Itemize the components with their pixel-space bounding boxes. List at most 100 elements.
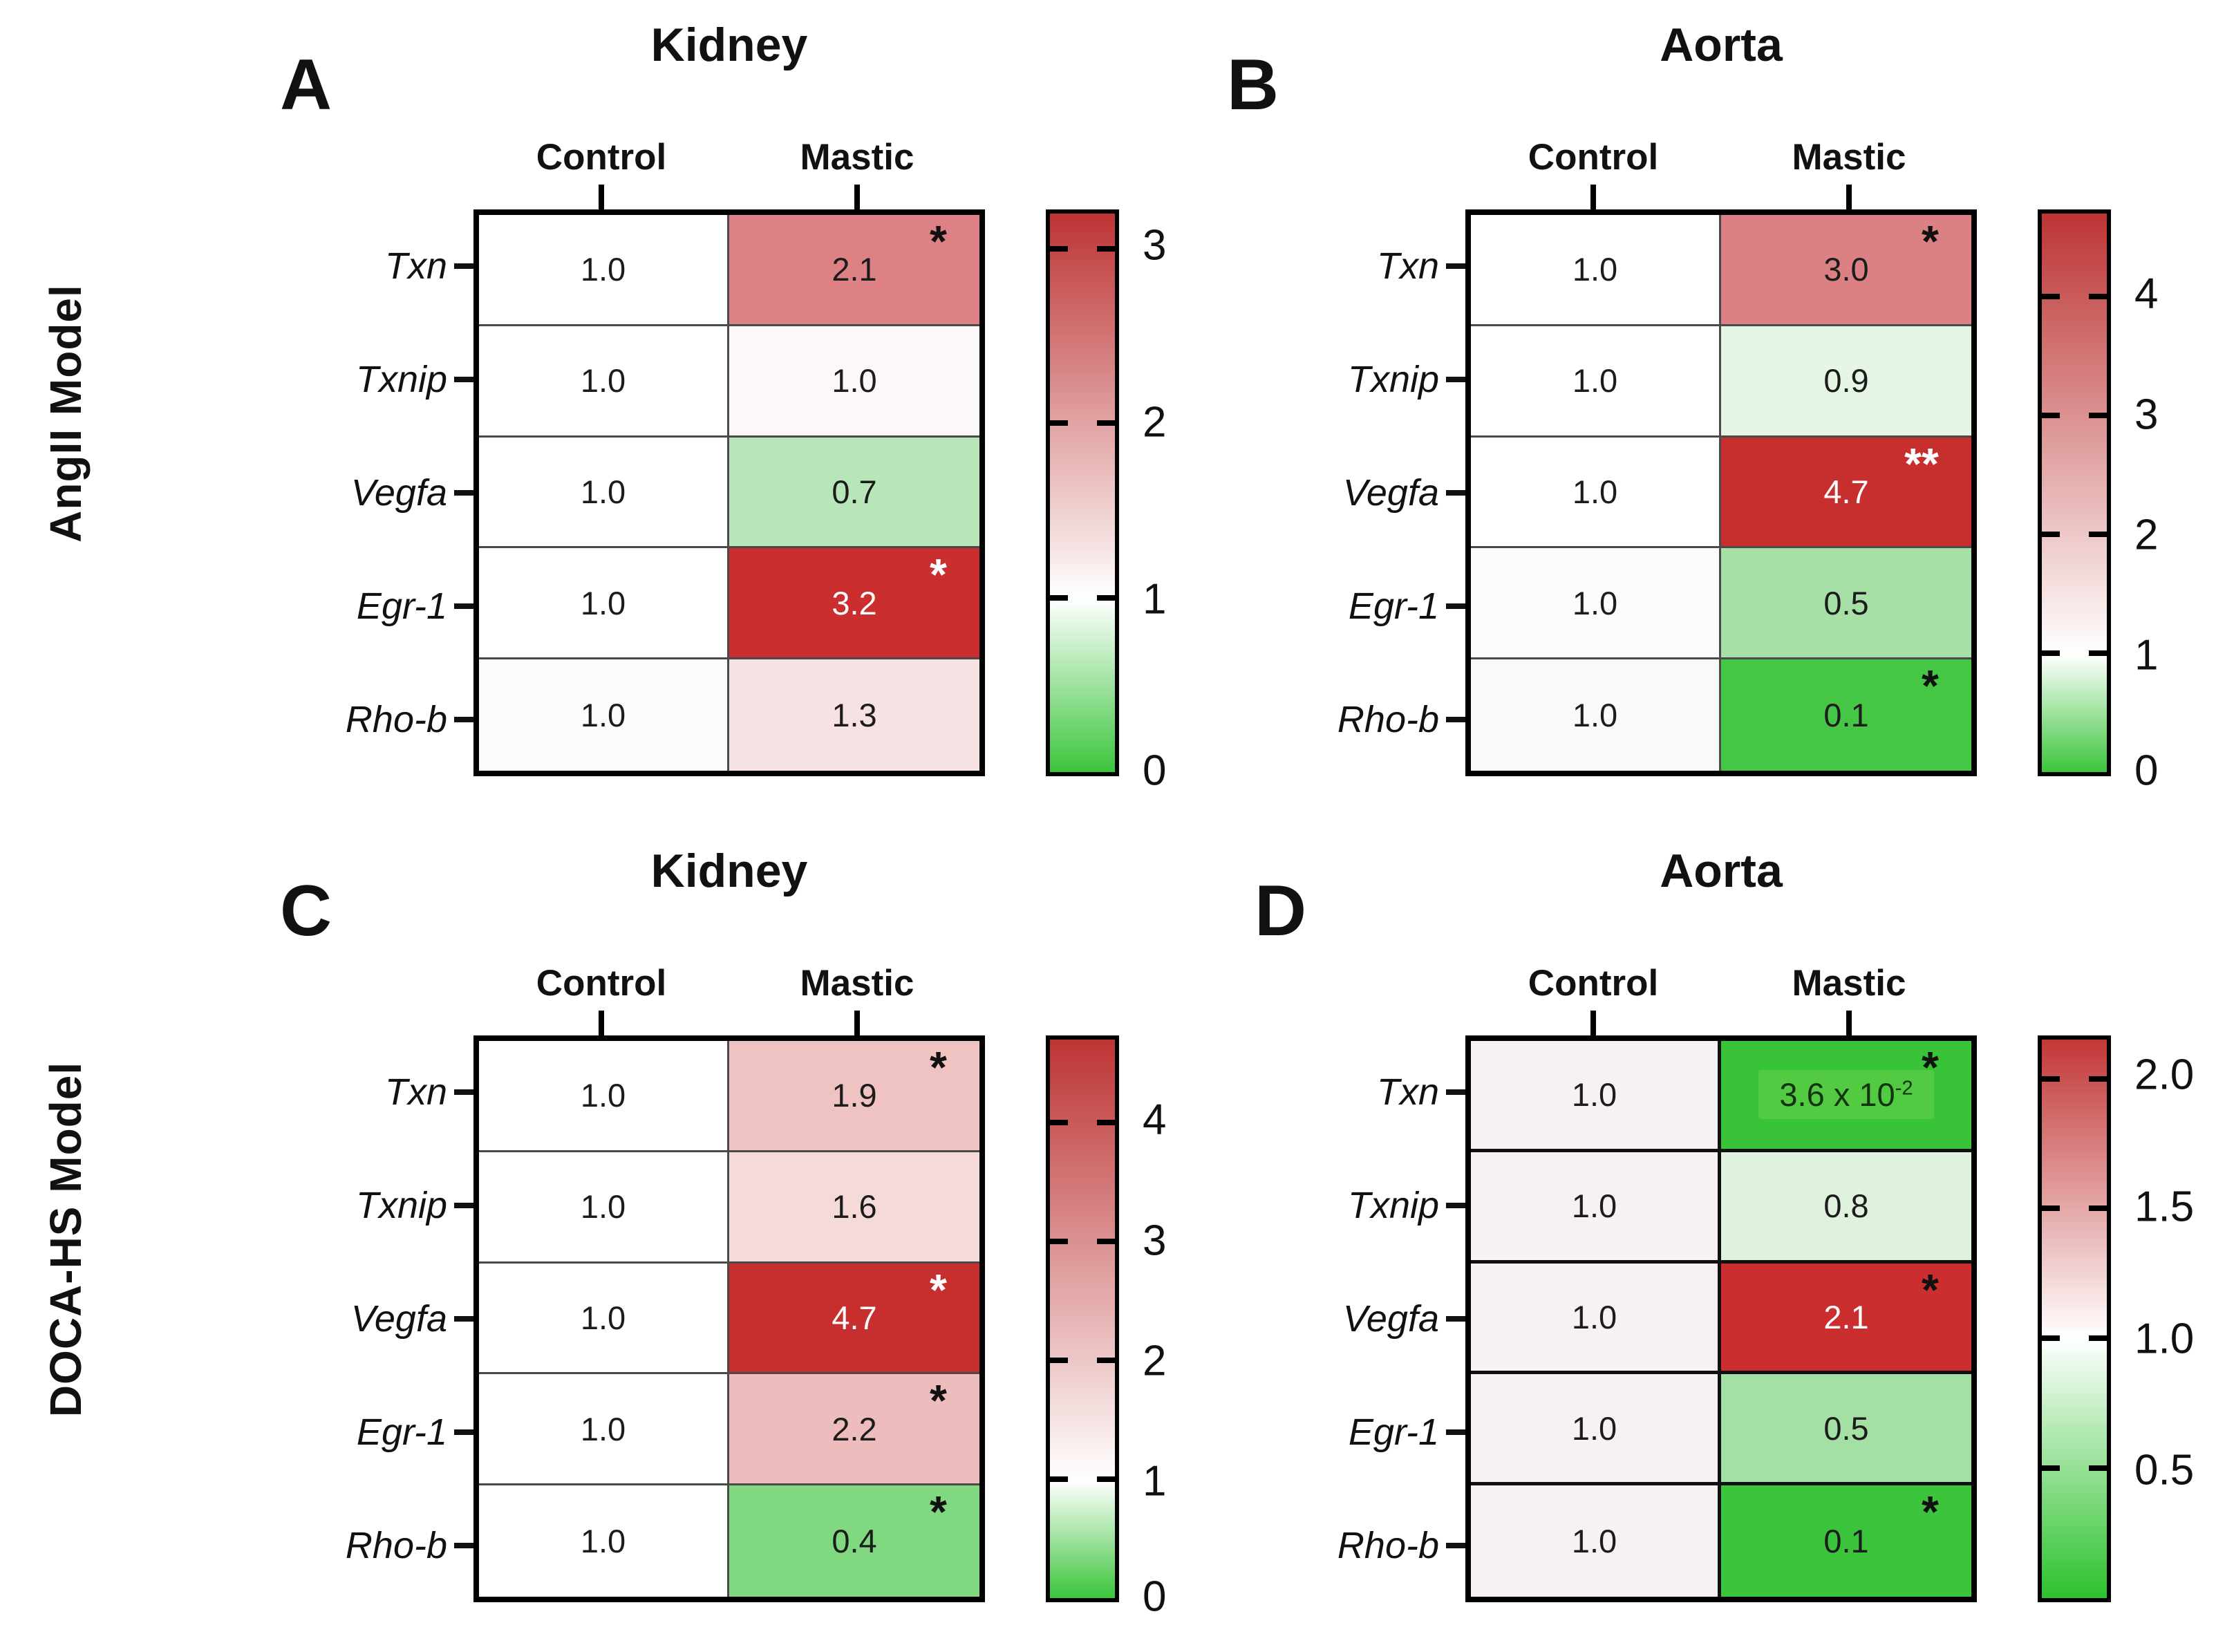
cell-value: 1.0 [580, 584, 626, 621]
heatmap-cell: 1.0 [1471, 1374, 1721, 1486]
heatmap-table: 1.0 3.6 x 10-2 * 1.0 0.8 1.0 2.1 * 1.0 0.5 1.0 0.1 * [1465, 1035, 1977, 1602]
cell-value: 0.5 [1823, 584, 1869, 621]
panel-letter: C [280, 871, 332, 951]
heatmap-cell: 1.0 [479, 1152, 729, 1264]
column-header-mastic: Mastic [800, 963, 914, 1004]
gene-tick [1446, 1089, 1465, 1095]
gene-label: Txn [384, 1071, 447, 1113]
gene-tick [1446, 1203, 1465, 1208]
cell-value: 4.7 [1823, 473, 1869, 510]
cell-value: 1.0 [1572, 251, 1618, 288]
colorbar-tick [1050, 1357, 1068, 1363]
cell-value: 1.0 [580, 1299, 626, 1336]
cell-value: 1.0 [1571, 1298, 1617, 1335]
column-headers: Control Mastic [473, 939, 985, 1004]
panel-b-aorta: B Aorta Control Mastic Txn Txnip Vegfa Egr-1 Rho… [1189, 0, 2225, 826]
column-tick-row [473, 1004, 985, 1035]
gene-label: Txnip [355, 359, 447, 400]
colorbar-labels: 3 2 1 0 [1119, 209, 1189, 794]
cell-value: 0.9 [1823, 362, 1869, 400]
colorbar-tick-label: 0 [2134, 747, 2159, 795]
doca-hs-model-row: DOCA-HS Model C Kidney Control Mastic Txn Txn… [0, 826, 2225, 1652]
gene-label-row: Txnip [1189, 323, 1465, 436]
colorbar-tick [2089, 650, 2107, 656]
column-tick [1846, 185, 1852, 209]
column-tick-row [1465, 1004, 1977, 1035]
heatmap-cell: 1.0 [1471, 1041, 1721, 1152]
cell-value: 1.0 [1572, 697, 1618, 734]
significance-marker: * [1922, 1042, 1939, 1092]
panel-title: Aorta [1660, 845, 1783, 897]
colorbar-tick [2042, 1335, 2060, 1342]
heatmap-cell: 1.0 [479, 215, 729, 326]
colorbar-tick [2042, 294, 2060, 300]
colorbar-tick-label: 0.5 [2134, 1446, 2195, 1494]
heatmap-cell: 1.0 [1471, 215, 1721, 326]
heatmap-cell: 0.4 * [729, 1485, 979, 1597]
cell-value: 4.7 [832, 1299, 877, 1336]
gene-label-row: Txn [131, 1035, 473, 1149]
cell-value: 1.0 [580, 1188, 626, 1226]
gene-tick [454, 603, 473, 609]
colorbar-labels: 2.0 1.5 1.0 0.5 [2111, 1035, 2225, 1602]
gene-label-row: Egr-1 [131, 550, 473, 663]
gene-label-row: Vegfa [131, 1262, 473, 1376]
panel-d-aorta: D Aorta Control Mastic Txn Txnip Vegfa Egr-1 Rho… [1189, 826, 2225, 1652]
gene-label: Rho-b [345, 699, 447, 740]
heatmap-cell: 0.9 [1721, 326, 1971, 438]
heatmap-cell: 0.1 * [1721, 659, 1971, 771]
gene-tick [1446, 263, 1465, 269]
cell-value: 2.2 [832, 1410, 877, 1447]
model-label-doca-hs: DOCA-HS Model [41, 1061, 91, 1417]
colorbar-tick [1097, 1239, 1115, 1245]
gene-tick [454, 1203, 473, 1208]
column-tick [599, 185, 604, 209]
gene-label-row: Txnip [1189, 1149, 1465, 1262]
cell-value: 1.0 [1572, 584, 1618, 621]
column-tick [599, 1011, 604, 1035]
gene-label-row: Rho-b [1189, 1489, 1465, 1602]
cell-value: 1.0 [1571, 1523, 1617, 1560]
cell-value: 1.0 [1572, 473, 1618, 510]
column-tick [1590, 1011, 1596, 1035]
heatmap-cell: 3.0 * [1721, 215, 1971, 326]
colorbar-tick [1050, 420, 1068, 426]
cell-value: 0.4 [832, 1523, 877, 1560]
gene-tick [454, 717, 473, 722]
colorbar-tick-label: 1 [1143, 575, 1167, 623]
heatmap-cell: 1.0 [479, 1263, 729, 1375]
colorbar-tick [2089, 1335, 2107, 1342]
heatmap-table: 1.0 2.1 * 1.0 1.0 1.0 0.7 1.0 3.2 * 1.0 1.3 [473, 209, 985, 776]
gene-label-row: Vegfa [1189, 436, 1465, 550]
gene-label: Txn [1376, 1071, 1439, 1113]
column-header-control: Control [536, 963, 667, 1004]
gene-label: Egr-1 [356, 585, 447, 627]
colorbar-tick-label: 3 [1143, 1217, 1167, 1265]
colorbar [2038, 1035, 2111, 1602]
column-headers: Control Mastic [1465, 113, 1977, 178]
heatmap-cell: 1.6 [729, 1152, 979, 1264]
heatmap-cell: 1.0 [479, 326, 729, 438]
gene-label-row: Txn [131, 209, 473, 323]
gene-label: Egr-1 [356, 1411, 447, 1453]
gene-label: Egr-1 [1348, 1411, 1439, 1453]
colorbar-tick-label: 0 [1143, 747, 1167, 795]
gene-label: Vegfa [1342, 472, 1439, 514]
heatmap-cell: 2.2 * [729, 1374, 979, 1486]
column-tick-row [1465, 178, 1977, 209]
colorbar-tick [1097, 594, 1115, 601]
gene-label: Vegfa [350, 1298, 447, 1340]
panel-letter: B [1227, 45, 1279, 125]
colorbar [1046, 209, 1119, 776]
significance-marker: * [930, 1264, 947, 1315]
heatmap-cell: 1.0 [479, 1485, 729, 1597]
colorbar-tick [2042, 1076, 2060, 1082]
column-headers: Control Mastic [1465, 939, 1977, 1004]
panel-letter: A [280, 45, 332, 125]
gene-label-row: Egr-1 [1189, 1376, 1465, 1489]
gene-label: Txnip [355, 1185, 447, 1226]
gene-label: Txn [1376, 245, 1439, 287]
significance-marker: * [930, 1376, 947, 1426]
colorbar-tick [1050, 1239, 1068, 1245]
gene-label-column: Txn Txnip Vegfa Egr-1 Rho-b [1189, 1035, 1465, 1602]
